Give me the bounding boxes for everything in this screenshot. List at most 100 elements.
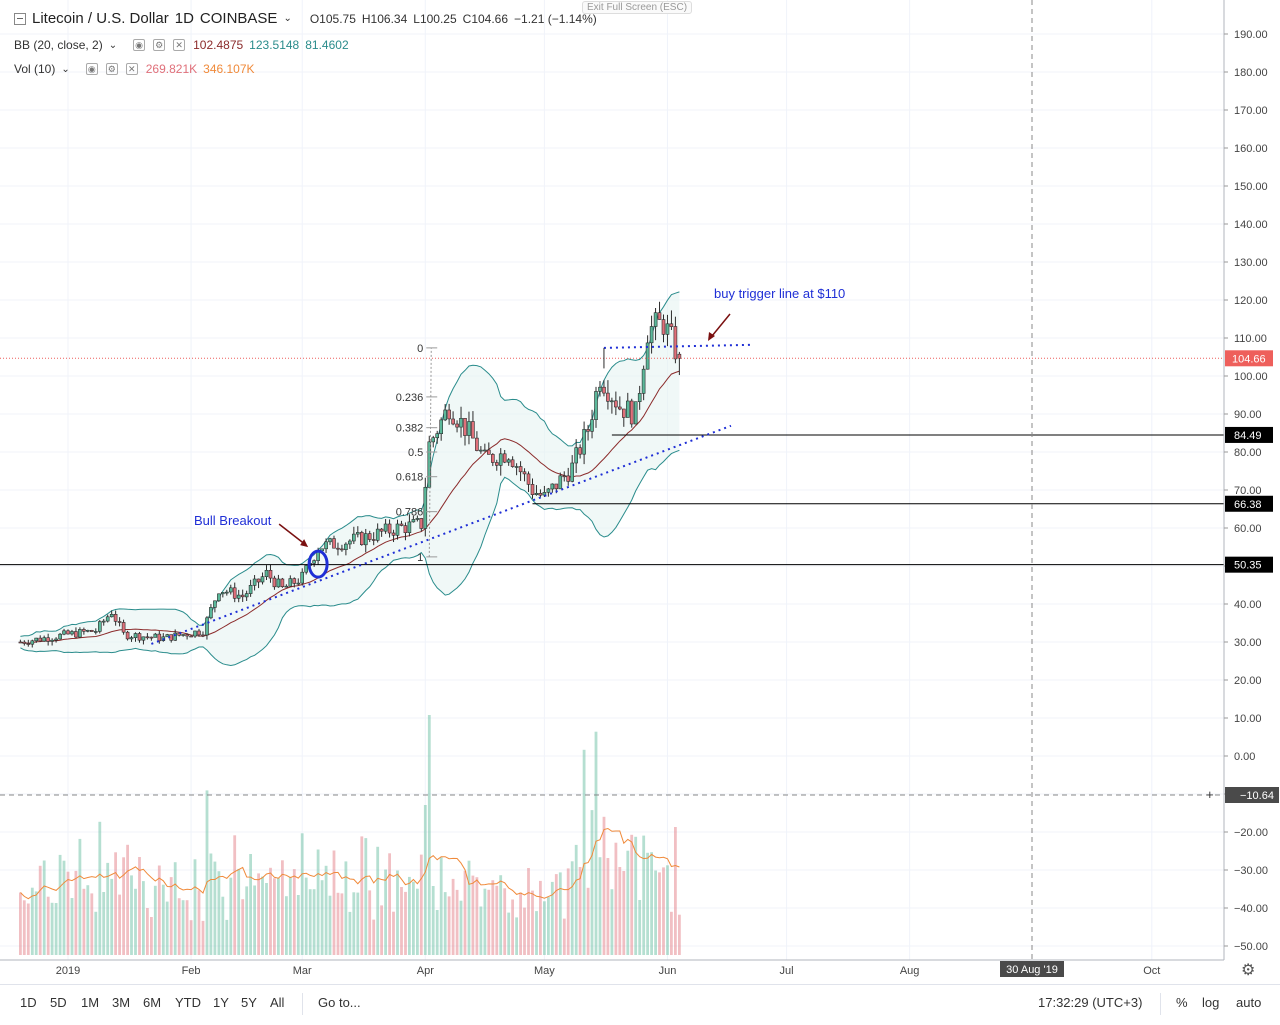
candle-body [260, 576, 265, 583]
volume-bar [134, 888, 137, 955]
range-1d-button[interactable]: 1D [20, 995, 37, 1010]
x-tick-label: Apr [417, 965, 434, 977]
volume-bar [451, 878, 455, 955]
range-5y-button[interactable]: 5Y [241, 995, 257, 1010]
volume-bar [233, 835, 237, 955]
y-tick-label: 100.00 [1234, 371, 1268, 383]
volume-bar [384, 869, 387, 955]
volume-bar [511, 899, 514, 955]
range-ytd-button[interactable]: YTD [175, 995, 201, 1010]
x-tick-label: Jul [780, 965, 794, 977]
candle-body [367, 533, 372, 540]
volume-bar [408, 876, 411, 955]
candle-body [240, 594, 245, 598]
volume-bar [253, 885, 256, 955]
candle-body [673, 326, 678, 360]
candle-body [570, 462, 575, 482]
low-value: L100.25 [413, 11, 457, 26]
volume-bar [82, 888, 86, 955]
volume-bar [90, 893, 94, 955]
close-icon[interactable]: ✕ [173, 39, 186, 51]
vol-label[interactable]: Vol (10) [14, 62, 56, 76]
candle-body [252, 578, 257, 586]
volume-bar [241, 899, 245, 955]
close-icon[interactable]: ✕ [125, 63, 138, 75]
volume-bar [70, 898, 74, 955]
range-3m-button[interactable]: 3M [112, 995, 131, 1010]
y-tick-label: 190.00 [1234, 29, 1268, 41]
price-chart[interactable]: 0 0.236 0.382 0.5 0.618 0.786 1 Bull Breakout bu… [0, 0, 1280, 984]
price-axis[interactable]: 190.00 180.00 170.00 160.00 150.00 140.00 130.… [1206, 0, 1280, 984]
volume-bar [153, 885, 157, 955]
volume-bar [360, 836, 364, 955]
volume-bar [130, 875, 133, 955]
candle-body [284, 585, 289, 588]
goto-button[interactable]: Go to... [318, 995, 361, 1010]
clock-display[interactable]: 17:32:29 (UTC+3) [1038, 995, 1143, 1010]
time-axis[interactable]: 2019 Feb Mar Apr May Jun Jul Aug Oct 30 Aug '19 [0, 959, 1224, 977]
chevron-down-icon[interactable]: ⌄ [61, 63, 70, 75]
level-label: 66.38 [1234, 499, 1262, 511]
volume-bar [447, 896, 451, 955]
volume-bar [554, 874, 558, 955]
volume-bar [193, 859, 197, 955]
chevron-down-icon[interactable]: ⌄ [108, 39, 118, 51]
candle-body [256, 578, 261, 583]
minus-square-icon[interactable] [14, 12, 26, 25]
bb-lower-value: 81.4602 [305, 38, 349, 52]
candle-body [498, 453, 503, 466]
eye-icon[interactable]: ◉ [85, 63, 98, 75]
volume-bar [662, 867, 665, 955]
volume-bar [670, 911, 673, 955]
volume-bar [364, 838, 368, 955]
volume-bar [527, 868, 530, 955]
volume-bar [197, 890, 201, 955]
gear-icon[interactable]: ⚙ [105, 63, 118, 75]
candle-body [312, 560, 316, 564]
volume-bar [126, 844, 129, 955]
chevron-down-icon[interactable]: ⌄ [283, 13, 292, 24]
range-1m-button[interactable]: 1M [81, 995, 100, 1010]
x-tick-label: Oct [1143, 965, 1160, 977]
volume-bar [443, 892, 447, 955]
volume-bar [622, 871, 626, 955]
volume-bar [46, 896, 50, 955]
percent-toggle[interactable]: % [1176, 995, 1188, 1010]
volume-bar [388, 853, 391, 955]
candle-body [18, 641, 23, 644]
exit-fullscreen-button[interactable]: Exit Full Screen (ESC) [582, 1, 693, 14]
volume-bar [328, 895, 332, 955]
volume-bar [205, 790, 209, 955]
volume-bar [376, 846, 380, 955]
candle-body [610, 400, 614, 403]
candle-body [530, 484, 535, 495]
volume-bar [257, 873, 260, 955]
candle-body [614, 400, 618, 408]
range-6m-button[interactable]: 6M [143, 995, 162, 1010]
x-tick-label: Jun [659, 965, 677, 977]
candle-body [181, 634, 185, 636]
candle-body [526, 473, 531, 485]
log-toggle[interactable]: log [1202, 995, 1220, 1010]
candle-body [665, 323, 670, 335]
range-all-button[interactable]: All [270, 995, 285, 1010]
volume-bar [455, 889, 459, 955]
y-tick-label: 170.00 [1234, 105, 1268, 117]
volume-bar [281, 860, 284, 955]
volume-bar [185, 900, 189, 955]
symbol-title[interactable]: Litecoin / U.S. Dollar [32, 10, 169, 27]
volume-bar [566, 868, 570, 955]
eye-icon[interactable]: ◉ [133, 39, 146, 51]
bb-label[interactable]: BB (20, close, 2) [14, 38, 103, 52]
exchange-label[interactable]: COINBASE [199, 10, 278, 27]
auto-toggle[interactable]: auto [1236, 995, 1262, 1010]
volume-bar [543, 901, 546, 955]
range-1y-button[interactable]: 1Y [213, 995, 229, 1010]
range-5d-button[interactable]: 5D [50, 995, 67, 1010]
interval-label[interactable]: 1D [174, 10, 194, 27]
bollinger-bands [20, 291, 680, 667]
y-tick-label: 30.00 [1234, 637, 1262, 649]
gear-icon[interactable]: ⚙ [153, 39, 166, 51]
volume-bar [332, 850, 336, 955]
volume-bar [634, 836, 638, 955]
